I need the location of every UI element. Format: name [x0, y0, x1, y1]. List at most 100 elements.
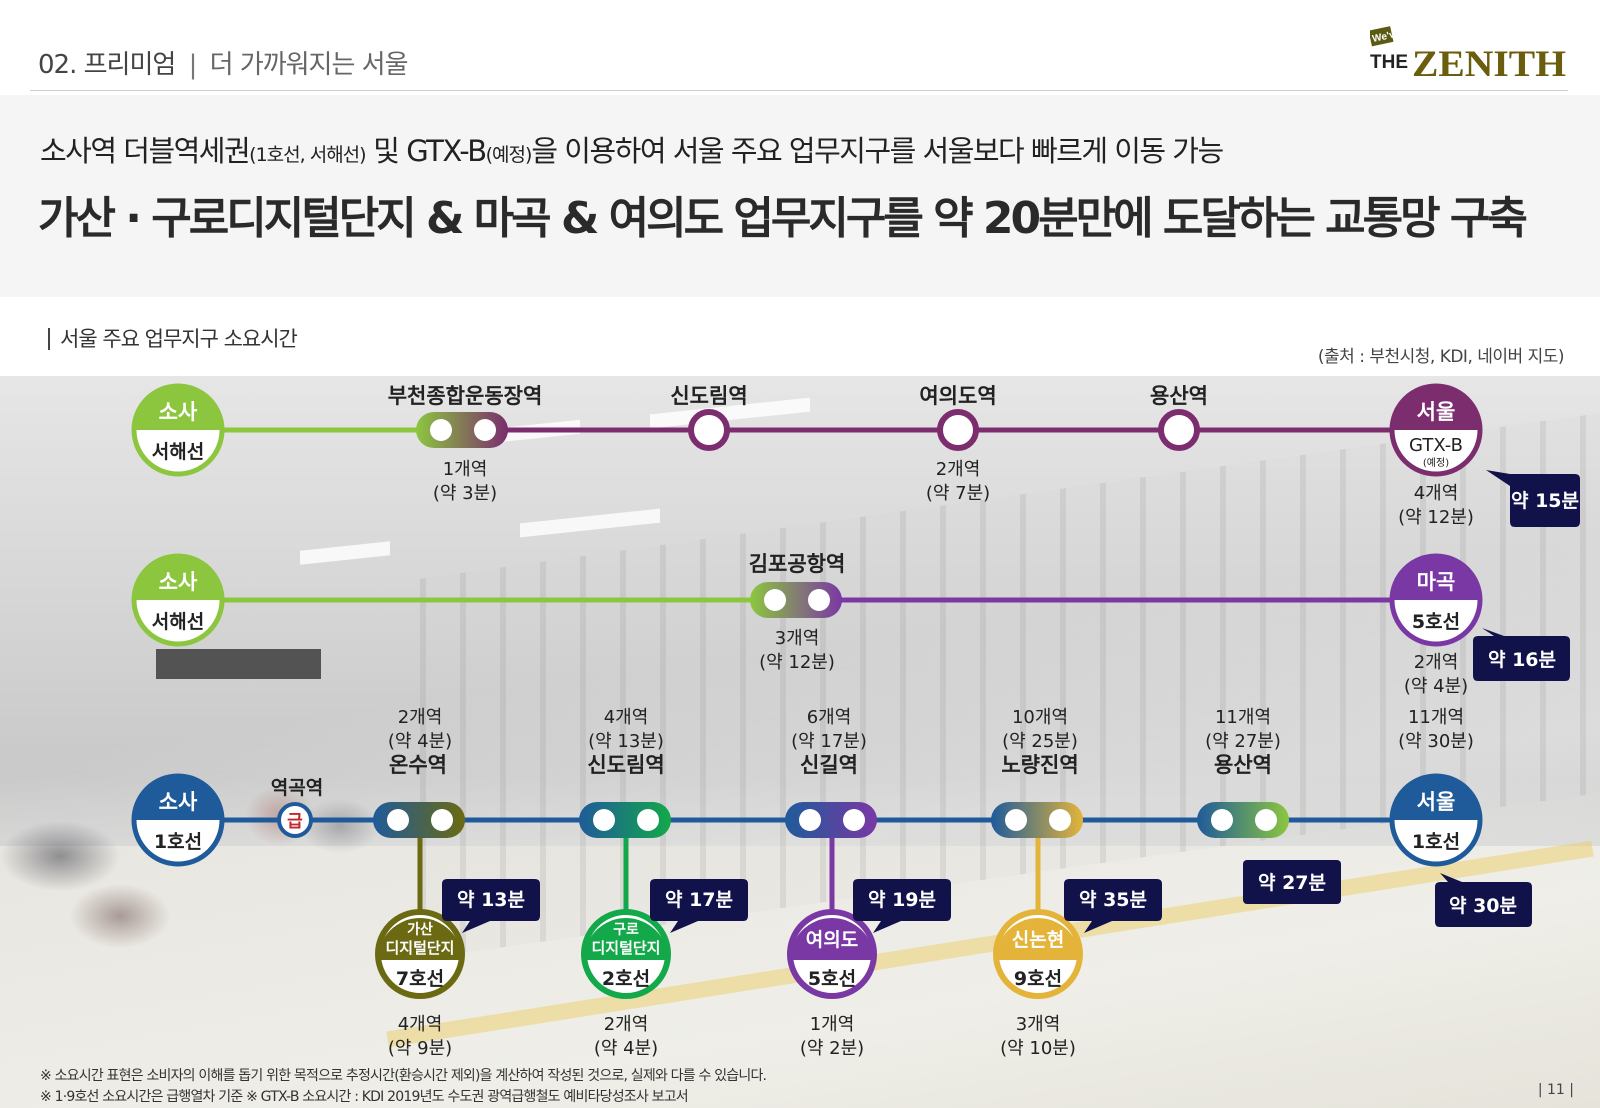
svg-text:서해선: 서해선: [152, 611, 204, 633]
transit-map: 부천종합운동장역 신도림역 여의도역 용산역 1개역 (약 3분) 2개역 (약…: [0, 376, 1600, 1108]
header-separator: |: [188, 50, 198, 80]
station-label: 노량진역: [1001, 753, 1078, 777]
svg-text:소사: 소사: [159, 570, 198, 594]
zenith-logo: We've THE ZENITH: [1370, 26, 1566, 85]
station-label: 신도림역: [587, 753, 664, 777]
branch-time: (약 10분): [1000, 1038, 1076, 1059]
station-label: 용산역: [1214, 753, 1272, 777]
svg-text:약 15분: 약 15분: [1511, 490, 1579, 512]
station-dot: [937, 409, 979, 451]
svg-text:5호선: 5호선: [808, 968, 856, 990]
page-number: | 11 |: [1537, 1082, 1574, 1098]
segment-time: (약 4분): [388, 731, 452, 752]
svg-text:디지털단지: 디지털단지: [591, 939, 660, 957]
badge-gasan-time: 약 13분: [442, 879, 540, 933]
svg-text:서울: 서울: [1417, 790, 1456, 814]
origin-node-sosa-seohae-2: 소사 서해선: [131, 553, 225, 647]
section-title: 서울 주요 업무지구 소요시간: [48, 328, 298, 350]
logo-zenith: ZENITH: [1412, 44, 1566, 85]
svg-text:약 30분: 약 30분: [1449, 895, 1517, 917]
segment-count: 3개역: [775, 628, 820, 649]
station-label: 부천종합운동장역: [388, 384, 543, 408]
svg-text:7호선: 7호선: [396, 968, 444, 990]
dest-count: 2개역: [1414, 652, 1459, 673]
svg-text:신논현: 신논현: [1012, 929, 1064, 951]
svg-text:(예정): (예정): [1423, 457, 1449, 469]
dest-node-seoul-gtx: 서울 GTX-B (예정): [1389, 383, 1483, 477]
station-label: 신길역: [800, 753, 858, 777]
segment-count: 2개역: [936, 459, 981, 480]
branch-count: 4개역: [398, 1014, 443, 1035]
dest-time: (약 30분): [1398, 731, 1474, 752]
svg-text:약 17분: 약 17분: [665, 889, 733, 911]
source-note: (출처 : 부천시청, KDI, 네이버 지도): [1317, 347, 1565, 367]
svg-text:서울: 서울: [1417, 400, 1456, 424]
segment-count: 10개역: [1012, 707, 1068, 728]
svg-text:소사: 소사: [159, 790, 198, 814]
route-network: 부천종합운동장역 신도림역 여의도역 용산역 1개역 (약 3분) 2개역 (약…: [131, 383, 1580, 1059]
station-label: 여의도역: [919, 384, 996, 408]
svg-text:약 35분: 약 35분: [1079, 889, 1147, 911]
svg-text:가산: 가산: [407, 921, 433, 938]
footnote-1: ※ 소요시간 표현은 소비자의 이해를 돕기 위한 목적으로 추정시간(환승시간…: [40, 1068, 767, 1084]
headline-line1: 소사역 더블역세권(1호선, 서해선) 및 GTX-B(예정)을 이용하여 서울…: [40, 134, 1224, 168]
svg-text:약 13분: 약 13분: [457, 889, 525, 911]
dest-count: 11개역: [1408, 707, 1464, 728]
svg-text:구로: 구로: [613, 922, 639, 938]
badge-seoul-time: 약 30분: [1435, 873, 1532, 927]
badge-total-time: 약 15분: [1486, 470, 1580, 527]
segment-time: (약 13분): [588, 731, 664, 752]
badge-yeouido-time: 약 19분: [853, 879, 951, 933]
express-mark: 급: [287, 812, 303, 832]
branch-time: (약 4분): [594, 1038, 658, 1059]
segment-count: 6개역: [807, 707, 852, 728]
svg-text:1호선: 1호선: [154, 831, 202, 853]
svg-text:2호선: 2호선: [602, 968, 650, 990]
station-label: 김포공항역: [749, 552, 846, 576]
segment-time: (약 3분): [433, 483, 497, 504]
badge-sinnonhyeon-time: 약 35분: [1064, 879, 1162, 933]
page-header: 02. 프리미엄 | 더 가까워지는 서울: [38, 44, 409, 81]
branch-node-yeouido: 여의도 5호선: [787, 909, 877, 999]
origin-node-sosa-seohae: 소사 서해선: [131, 383, 225, 477]
station-label: 온수역: [389, 753, 447, 777]
station-dot: [688, 409, 730, 451]
branch-time: (약 9분): [388, 1038, 452, 1059]
segment-time: (약 27분): [1205, 731, 1281, 752]
svg-text:디지털단지: 디지털단지: [385, 939, 454, 957]
dest-time: (약 4분): [1404, 676, 1468, 697]
headline-line2: 가산 · 구로디지털단지 & 마곡 & 여의도 업무지구를 약 20분만에 도달…: [38, 193, 1528, 244]
branch-count: 1개역: [810, 1014, 855, 1035]
express-station-dot: [277, 802, 313, 838]
segment-count: 11개역: [1215, 707, 1271, 728]
branch-node-sinnonhyeon: 신논현 9호선: [993, 909, 1083, 999]
branch-node-gasan: 가산 디지털단지 7호선: [375, 909, 465, 999]
svg-text:서해선: 서해선: [152, 441, 204, 463]
svg-text:소사: 소사: [159, 400, 198, 424]
segment-count: 4개역: [604, 707, 649, 728]
dest-time: (약 12분): [1398, 507, 1474, 528]
svg-text:5호선: 5호선: [1412, 611, 1460, 633]
badge-total-time: 약 16분: [1473, 628, 1570, 681]
dest-node-magok: 마곡 5호선: [1389, 553, 1483, 647]
segment-count: 2개역: [398, 707, 443, 728]
segment-time: (약 7분): [926, 483, 990, 504]
segment-count: 1개역: [443, 459, 488, 480]
segment-time: (약 25분): [1002, 731, 1078, 752]
branch-count: 2개역: [604, 1014, 649, 1035]
svg-text:약 19분: 약 19분: [868, 889, 936, 911]
headline-band: [0, 95, 1600, 297]
footnote-2: ※ 1·9호선 소요시간은 급행열차 기준 ※ GTX-B 소요시간 : KDI…: [40, 1089, 689, 1105]
svg-text:약 16분: 약 16분: [1488, 649, 1556, 671]
badge-guro-time: 약 17분: [650, 879, 748, 933]
station-background-photo: [0, 376, 1600, 1108]
svg-text:마곡: 마곡: [1417, 570, 1456, 594]
header-subtitle: 더 가까워지는 서울: [209, 50, 409, 80]
origin-node-sosa-line1: 소사 1호선: [131, 773, 225, 867]
svg-text:9호선: 9호선: [1014, 968, 1062, 990]
station-label: 역곡역: [271, 777, 323, 799]
branch-time: (약 2분): [800, 1038, 864, 1059]
svg-text:약 27분: 약 27분: [1258, 872, 1326, 894]
header-divider: [30, 90, 1568, 91]
dest-count: 4개역: [1414, 483, 1459, 504]
